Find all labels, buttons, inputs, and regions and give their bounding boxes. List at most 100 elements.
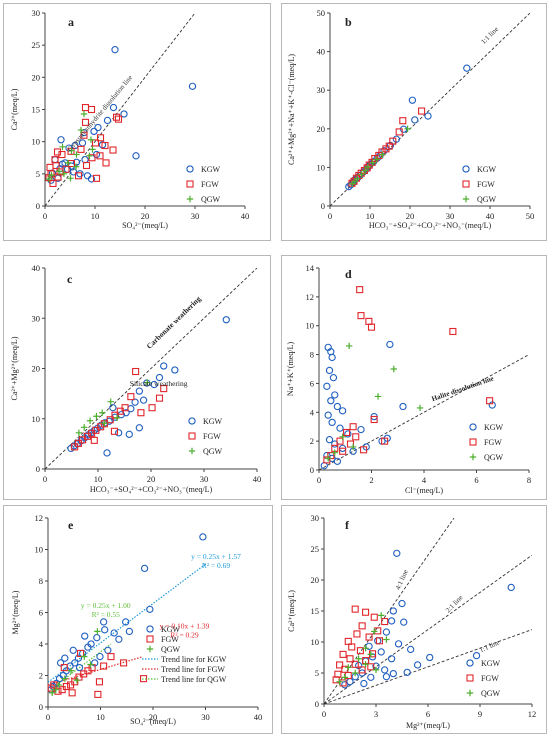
data-point-kgw (328, 353, 336, 362)
data-point-kgw (387, 617, 396, 625)
data-point-kgw (382, 628, 391, 636)
data-point-qgw (77, 126, 85, 134)
data-point-qgw (371, 628, 378, 635)
data-point-kgw (377, 648, 385, 656)
data-point-kgw (325, 366, 334, 375)
data-point-kgw (63, 165, 72, 173)
data-point-kgw (325, 436, 334, 444)
data-point-fgw (82, 161, 91, 170)
x-tick-label: 3 (374, 709, 378, 719)
chart-svg-b: 0 10 20 30 40 50 0 10 20 30 40 50 HCO₃⁻+SO₄²⁻+CO₃²⁻+… (287, 8, 534, 230)
data-point-fgw (102, 159, 110, 167)
data-point-kgw (328, 418, 336, 427)
data-point-fgw (374, 627, 382, 635)
data-point-kgw (109, 103, 118, 112)
data-point-fgw (49, 179, 57, 188)
data-point-qgw (336, 678, 343, 685)
reference-line-label: 2:1 line (444, 594, 464, 615)
data-point-kgw (96, 652, 104, 661)
y-tick-label: 12 (35, 513, 44, 523)
data-point-qgw (75, 429, 83, 437)
data-point-fgw (90, 436, 98, 444)
trend-line-qgw (47, 643, 112, 692)
data-point-kgw (199, 533, 207, 541)
data-point-fgw (336, 437, 344, 445)
x-tick-label: 0 (43, 474, 47, 484)
data-point-qgw (349, 443, 357, 451)
reference-line-label: Halite dissolution line (431, 374, 495, 403)
chart-svg-a: 0 10 20 30 40 0 5 10 15 20 25 30 SO₄²⁻(meq/L) Ca²⁺(me… (10, 8, 249, 230)
legend-swatch-fgw (188, 432, 196, 440)
x-axis-title: Mg²⁺(meq/L) (406, 721, 450, 730)
trend-equation-kgw: y = 0.25x + 1.57 (191, 552, 241, 561)
data-point-kgw (76, 170, 84, 178)
x-tick-label: 0 (43, 211, 47, 221)
legend-swatch-fgw (466, 674, 474, 682)
x-tick-label: 9 (478, 709, 482, 719)
data-point-kgw (403, 668, 411, 677)
data-point-fgw (110, 427, 118, 435)
data-point-kgw (222, 316, 230, 324)
legend-label-qgw: QGW (484, 453, 504, 462)
data-point-kgw (408, 96, 417, 104)
y-tick-label: 10 (306, 321, 315, 331)
reference-line (324, 629, 532, 704)
data-point-qgw (362, 645, 369, 652)
data-point-fgw (368, 650, 377, 658)
data-point-fgw (339, 447, 347, 455)
legend-swatch-kgw (469, 423, 477, 431)
x-tick-label: 30 (446, 211, 455, 221)
data-point-kgw (324, 411, 332, 419)
data-point-kgw (69, 168, 78, 176)
data-point-qgw (379, 151, 386, 158)
data-point-kgw (135, 387, 143, 395)
chart-panel-e: 0 10 20 30 40 0 2 4 6 8 10 12 SO₄²⁻(meq/L) Mg²⁺(meq/L… (3, 505, 273, 734)
data-point-kgw (110, 629, 118, 637)
chart-panel-d: 0 2 4 6 8 0 2 4 6 8 10 12 14 Cl⁻(meq/L) Na⁺+K⁺(meq/L) d… (281, 255, 547, 500)
data-point-kgw (394, 640, 403, 648)
data-point-kgw (71, 141, 79, 150)
legend-swatch-fgw (462, 180, 470, 188)
data-point-fgw (348, 643, 356, 651)
chart-svg-e: 0 10 20 30 40 0 2 4 6 8 10 12 SO₄²⁻(meq/L) Mg²⁺(meq/L… (11, 513, 262, 726)
data-point-kgw (93, 634, 101, 642)
data-point-fgw (81, 104, 90, 112)
data-point-qgw (416, 404, 424, 412)
panel-label: d (345, 267, 352, 281)
x-tick-label: 30 (201, 712, 210, 722)
y-tick-label: 30 (311, 513, 320, 523)
y-tick-label: 10 (32, 414, 41, 424)
data-point-kgw (188, 82, 197, 90)
x-tick-label: 0 (317, 475, 321, 485)
chart-panel-c: 0 10 20 30 40 0 10 20 30 40 HCO₃⁻+SO₄²⁻+CO₃²⁻+NO₃⁻… (3, 255, 271, 500)
x-tick-label: 20 (141, 211, 150, 221)
data-point-qgw (99, 409, 106, 416)
data-point-kgw (139, 396, 148, 404)
data-point-kgw (131, 398, 139, 406)
data-point-kgw (507, 583, 515, 592)
legend-label-qgw: Trend line for QGW (161, 675, 227, 684)
y-tick-label: 6 (310, 378, 314, 388)
data-point-kgw (426, 653, 434, 662)
data-point-fgw (395, 128, 403, 136)
data-point-kgw (90, 127, 98, 136)
data-point-kgw (472, 651, 481, 660)
legend-label-kgw: KGW (203, 417, 223, 426)
data-point-fgw (67, 681, 75, 689)
data-point-kgw (360, 679, 368, 688)
data-point-fgw (351, 605, 359, 613)
data-point-fgw (94, 690, 102, 698)
data-point-fgw (140, 675, 148, 683)
y-tick-label: 25 (32, 40, 41, 50)
data-point-qgw (378, 612, 385, 619)
data-point-kgw (331, 391, 339, 399)
y-tick-label: 10 (311, 637, 320, 647)
x-tick-label: 6 (426, 709, 430, 719)
data-point-qgw (61, 675, 68, 682)
data-point-qgw (64, 159, 72, 167)
x-tick-label: 4 (422, 475, 427, 485)
data-point-qgw (68, 147, 75, 154)
data-point-fgw (358, 666, 366, 674)
y-tick-label: 4 (39, 639, 44, 649)
panel-label: a (68, 15, 74, 29)
